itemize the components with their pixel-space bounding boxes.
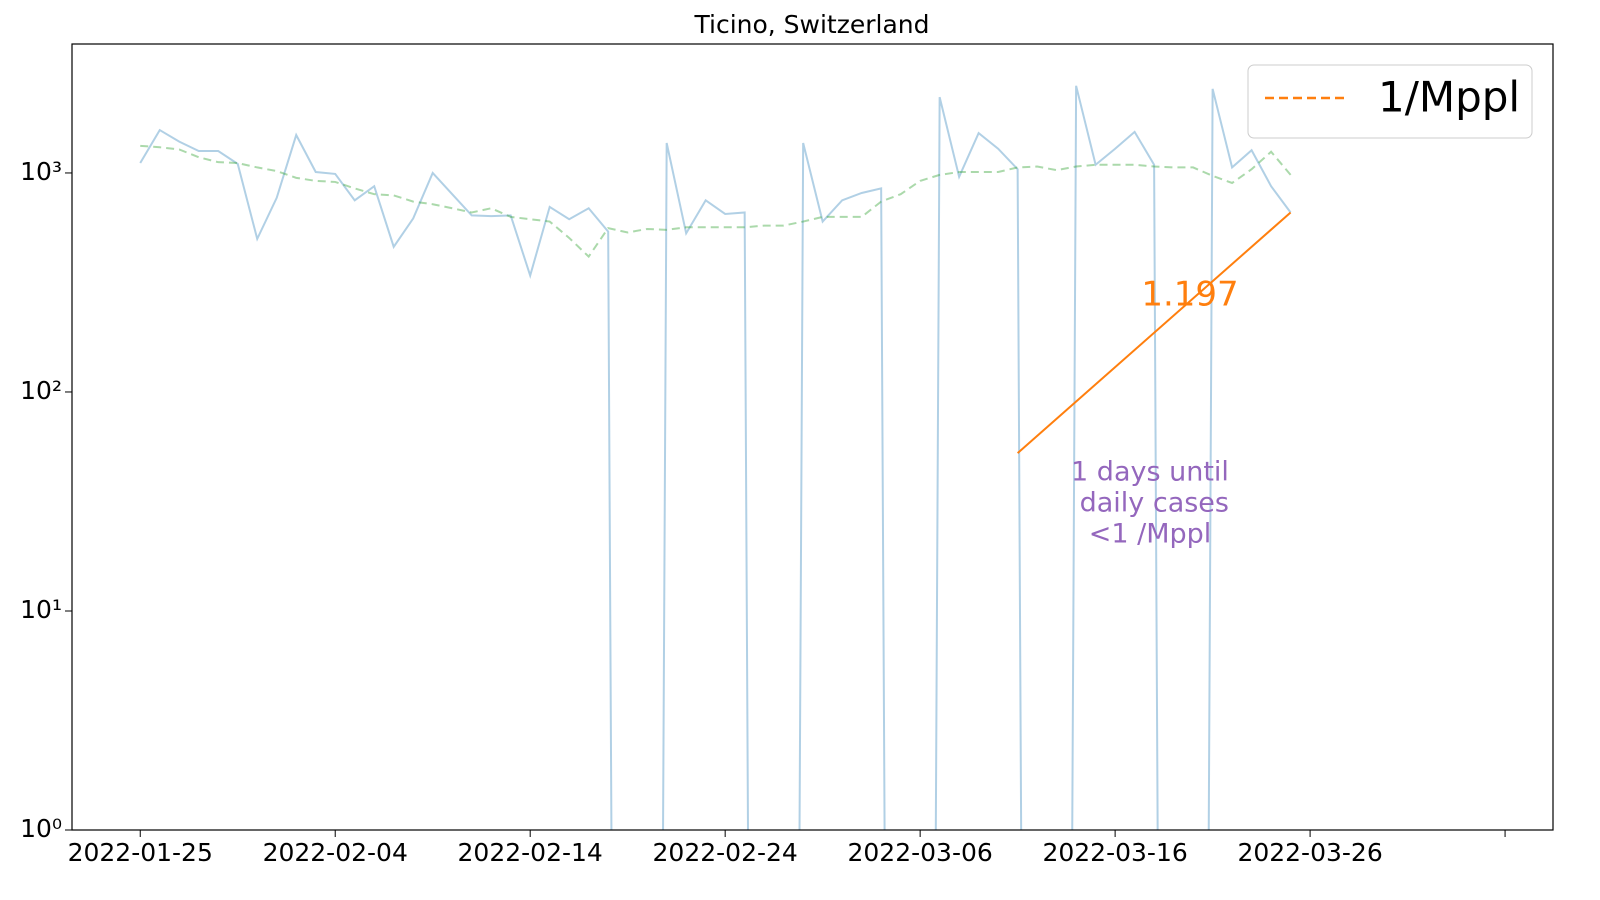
x-tick-label: 2022-02-14: [458, 838, 603, 867]
x-tick-label: 2022-01-25: [68, 838, 213, 867]
legend-label: 1/Mppl: [1378, 73, 1520, 122]
y-tick-label: 10¹: [20, 595, 62, 624]
annotation: <1 /Mppl: [1089, 519, 1212, 550]
annotation: 1.197: [1141, 275, 1238, 315]
chart-title: Ticino, Switzerland: [694, 10, 930, 39]
annotation: daily cases: [1071, 488, 1229, 519]
plot-area: [139, 85, 1292, 830]
data-line: [139, 85, 1292, 830]
y-tick-label: 10⁰: [20, 814, 62, 843]
annotation: 1 days until: [1071, 457, 1229, 488]
axes-frame: [71, 43, 1554, 831]
data-line: [140, 144, 1292, 259]
y-tick-label: 10²: [20, 376, 62, 405]
legend-box: [1247, 64, 1533, 139]
x-tick-label: 2022-03-06: [847, 838, 992, 867]
y-tick-label: 10³: [20, 157, 62, 186]
x-tick-label: 2022-02-04: [263, 838, 408, 867]
data-line: [1016, 211, 1292, 454]
x-tick-label: 2022-03-16: [1042, 838, 1187, 867]
x-tick-label: 2022-02-24: [653, 838, 798, 867]
x-tick-label: 2022-03-26: [1237, 838, 1382, 867]
